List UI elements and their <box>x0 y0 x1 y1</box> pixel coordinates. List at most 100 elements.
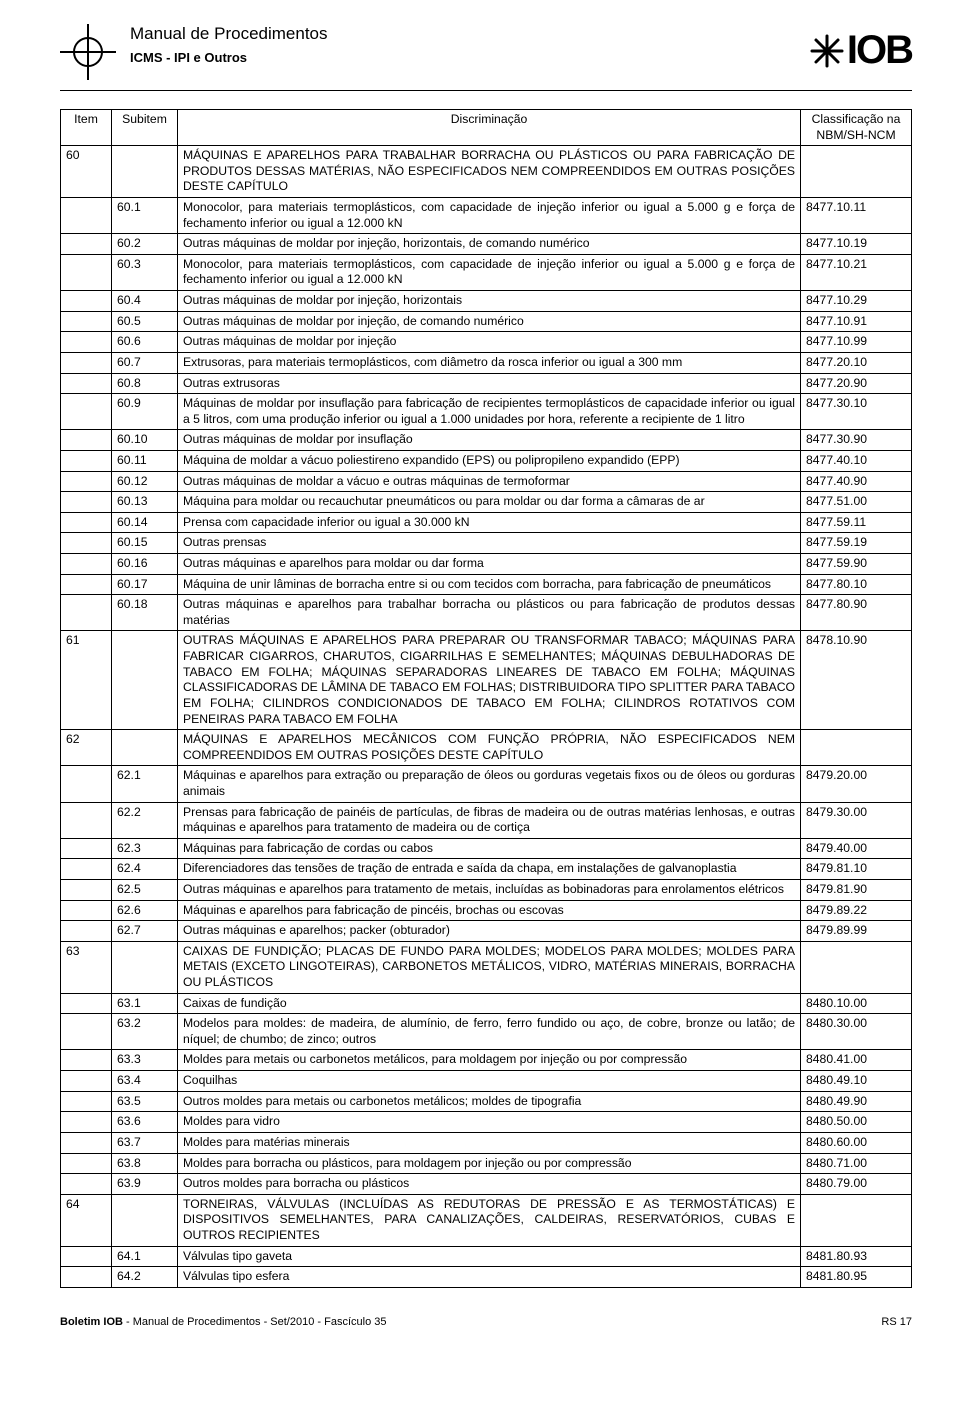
table-row: 60.7Extrusoras, para materiais termoplás… <box>61 352 912 373</box>
cell-item <box>61 450 112 471</box>
cell-classificacao: 8477.10.21 <box>801 254 912 290</box>
cell-discriminacao: Máquina para moldar ou recauchutar pneum… <box>178 492 801 513</box>
table-row: 64.2Válvulas tipo esfera8481.80.95 <box>61 1267 912 1288</box>
cell-classificacao: 8480.30.00 <box>801 1014 912 1050</box>
cell-discriminacao: Máquina de unir lâminas de borracha entr… <box>178 574 801 595</box>
cell-classificacao: 8477.59.19 <box>801 533 912 554</box>
cell-item: 62 <box>61 730 112 766</box>
cell-subitem: 63.6 <box>112 1112 178 1133</box>
cell-discriminacao: Outras máquinas de moldar por injeção, h… <box>178 291 801 312</box>
cell-subitem: 60.14 <box>112 512 178 533</box>
cell-item <box>61 394 112 430</box>
cell-subitem: 60.5 <box>112 311 178 332</box>
cell-subitem <box>112 730 178 766</box>
cell-item <box>61 1112 112 1133</box>
table-row: 64TORNEIRAS, VÁLVULAS (INCLUÍDAS AS REDU… <box>61 1194 912 1246</box>
cell-subitem: 63.8 <box>112 1153 178 1174</box>
table-row: 60.6Outras máquinas de moldar por injeçã… <box>61 332 912 353</box>
cell-classificacao: 8477.59.11 <box>801 512 912 533</box>
cell-subitem: 60.4 <box>112 291 178 312</box>
cell-item <box>61 492 112 513</box>
cell-item <box>61 373 112 394</box>
cell-discriminacao: Outras máquinas de moldar por injeção, h… <box>178 234 801 255</box>
cell-discriminacao: Outras máquinas e aparelhos para moldar … <box>178 554 801 575</box>
cell-item <box>61 198 112 234</box>
table-row: 60.8Outras extrusoras8477.20.90 <box>61 373 912 394</box>
cell-subitem: 60.13 <box>112 492 178 513</box>
cell-discriminacao: Prensa com capacidade inferior ou igual … <box>178 512 801 533</box>
cell-item <box>61 1267 112 1288</box>
table-row: 60.12Outras máquinas de moldar a vácuo e… <box>61 471 912 492</box>
cell-item <box>61 1071 112 1092</box>
cell-discriminacao: CAIXAS DE FUNDIÇÃO; PLACAS DE FUNDO PARA… <box>178 941 801 993</box>
table-row: 64.1Válvulas tipo gaveta8481.80.93 <box>61 1246 912 1267</box>
cell-item <box>61 900 112 921</box>
cell-discriminacao: Outras máquinas e aparelhos para trabalh… <box>178 595 801 631</box>
cell-subitem: 60.12 <box>112 471 178 492</box>
cell-classificacao: 8480.41.00 <box>801 1050 912 1071</box>
cell-item <box>61 512 112 533</box>
cell-discriminacao: Monocolor, para materiais termoplásticos… <box>178 254 801 290</box>
cell-item <box>61 254 112 290</box>
cell-classificacao: 8477.80.10 <box>801 574 912 595</box>
cell-discriminacao: Prensas para fabricação de painéis de pa… <box>178 802 801 838</box>
table-row: 60.14Prensa com capacidade inferior ou i… <box>61 512 912 533</box>
cell-discriminacao: Outras extrusoras <box>178 373 801 394</box>
cell-item: 61 <box>61 631 112 730</box>
cell-subitem: 60.15 <box>112 533 178 554</box>
cell-classificacao: 8479.89.99 <box>801 921 912 942</box>
cell-subitem: 60.9 <box>112 394 178 430</box>
brand-logo-text: IOB <box>847 28 912 73</box>
cell-item: 60 <box>61 146 112 198</box>
footer-left-bold: Boletim IOB <box>60 1316 123 1328</box>
cell-discriminacao: Monocolor, para materiais termoplásticos… <box>178 198 801 234</box>
table-row: 60.5Outras máquinas de moldar por injeçã… <box>61 311 912 332</box>
footer-right: RS 17 <box>881 1316 912 1328</box>
cell-discriminacao: Outras máquinas de moldar a vácuo e outr… <box>178 471 801 492</box>
cell-discriminacao: Válvulas tipo esfera <box>178 1267 801 1288</box>
cell-classificacao: 8477.40.90 <box>801 471 912 492</box>
cell-classificacao: 8479.40.00 <box>801 838 912 859</box>
table-row: 63.3Moldes para metais ou carbonetos met… <box>61 1050 912 1071</box>
table-row: 62.3Máquinas para fabricação de cordas o… <box>61 838 912 859</box>
table-row: 62.4Diferenciadores das tensões de traçã… <box>61 859 912 880</box>
cell-classificacao: 8480.71.00 <box>801 1153 912 1174</box>
cell-item <box>61 1174 112 1195</box>
cell-subitem: 60.3 <box>112 254 178 290</box>
cell-discriminacao: Máquinas e aparelhos para fabricação de … <box>178 900 801 921</box>
cell-discriminacao: Outras máquinas e aparelhos; packer (obt… <box>178 921 801 942</box>
cell-item <box>61 471 112 492</box>
cell-classificacao: 8477.20.10 <box>801 352 912 373</box>
cell-classificacao: 8477.10.91 <box>801 311 912 332</box>
cell-subitem: 64.1 <box>112 1246 178 1267</box>
cell-subitem: 60.7 <box>112 352 178 373</box>
cell-discriminacao: MÁQUINAS E APARELHOS PARA TRABALHAR BORR… <box>178 146 801 198</box>
cell-discriminacao: Coquilhas <box>178 1071 801 1092</box>
cell-item <box>61 291 112 312</box>
table-row: 60.2Outras máquinas de moldar por injeçã… <box>61 234 912 255</box>
cell-subitem: 60.10 <box>112 430 178 451</box>
cell-subitem: 63.4 <box>112 1071 178 1092</box>
footer-left-rest: - Manual de Procedimentos - Set/2010 - F… <box>123 1316 387 1328</box>
footer-left: Boletim IOB - Manual de Procedimentos - … <box>60 1316 386 1328</box>
cell-classificacao: 8479.30.00 <box>801 802 912 838</box>
cell-subitem: 60.6 <box>112 332 178 353</box>
cell-classificacao <box>801 1194 912 1246</box>
cell-subitem: 63.1 <box>112 993 178 1014</box>
cell-subitem <box>112 146 178 198</box>
header-title: Manual de Procedimentos <box>130 24 328 44</box>
cell-classificacao: 8478.10.90 <box>801 631 912 730</box>
table-row: 63.2Modelos para moldes: de madeira, de … <box>61 1014 912 1050</box>
table-row: 63.1Caixas de fundição8480.10.00 <box>61 993 912 1014</box>
header-left: Manual de Procedimentos ICMS - IPI e Out… <box>60 24 328 80</box>
cell-subitem: 64.2 <box>112 1267 178 1288</box>
cell-item: 64 <box>61 1194 112 1246</box>
cell-classificacao: 8477.80.90 <box>801 595 912 631</box>
cell-discriminacao: Outras máquinas e aparelhos para tratame… <box>178 879 801 900</box>
cell-item <box>61 802 112 838</box>
cell-classificacao: 8477.59.90 <box>801 554 912 575</box>
cell-discriminacao: Máquinas de moldar por insuflação para f… <box>178 394 801 430</box>
cell-discriminacao: MÁQUINAS E APARELHOS MECÂNICOS COM FUNÇÃ… <box>178 730 801 766</box>
cell-subitem: 63.2 <box>112 1014 178 1050</box>
cell-item <box>61 595 112 631</box>
